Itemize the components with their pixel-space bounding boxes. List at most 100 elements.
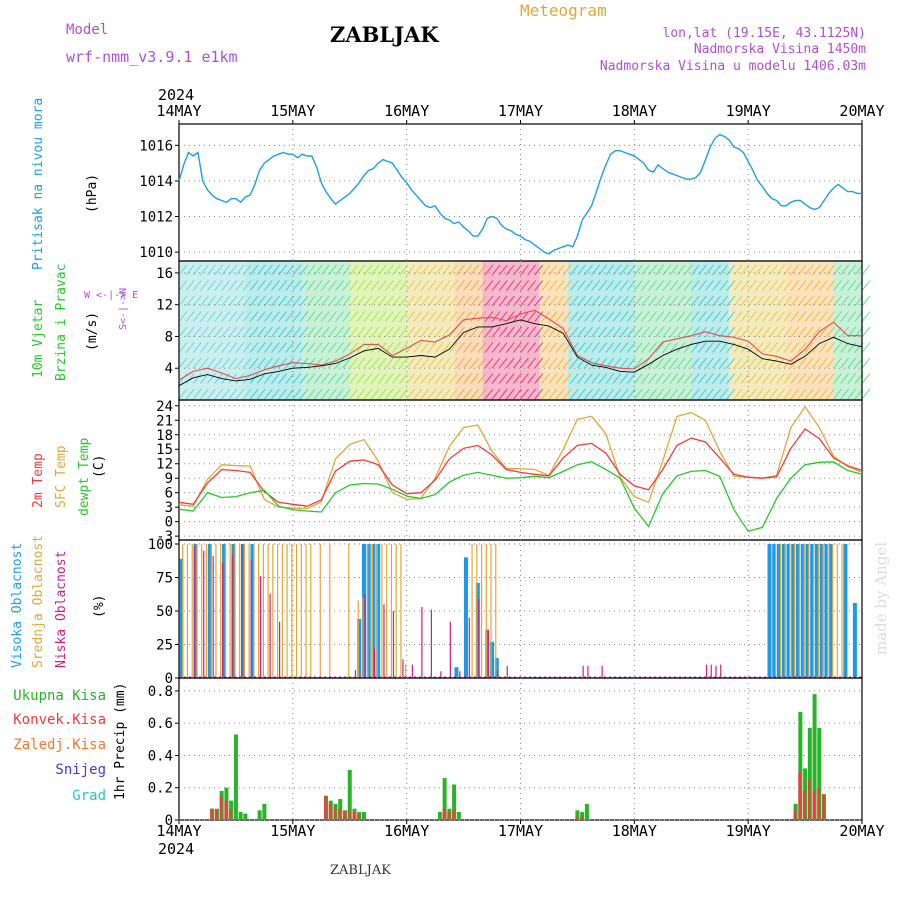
wind-barb xyxy=(719,373,729,384)
conv-precip-bar xyxy=(357,813,360,820)
wind-barb xyxy=(712,373,721,384)
wind-barb xyxy=(349,326,359,338)
wind-barb xyxy=(683,357,693,369)
wind-barb xyxy=(192,311,202,322)
wind-barb xyxy=(192,388,202,400)
wind-barb xyxy=(299,295,309,307)
wind-barb xyxy=(178,342,188,353)
wind-barb xyxy=(413,373,423,384)
wind-barb xyxy=(584,311,593,322)
wind-barb xyxy=(356,357,366,369)
wind-barb xyxy=(861,326,871,338)
wind-barb xyxy=(754,295,764,307)
total-precip-bar xyxy=(817,728,822,820)
wind-barb xyxy=(655,264,665,276)
wind-barb xyxy=(285,280,295,291)
wind-barb xyxy=(242,357,252,369)
wind-barb xyxy=(456,264,465,276)
wind-barb xyxy=(776,357,786,369)
wind-barb xyxy=(214,373,223,384)
wind-barb xyxy=(399,280,408,291)
wind-barb xyxy=(249,295,259,307)
wind-barb xyxy=(271,311,280,322)
wind-barb xyxy=(470,264,480,276)
wind-barb xyxy=(769,373,778,384)
wind-barb xyxy=(776,280,786,291)
wind-barb xyxy=(263,264,273,276)
wind-barb xyxy=(591,311,601,322)
wind-barb xyxy=(790,264,800,276)
wind-barb xyxy=(633,326,643,338)
wind-barb xyxy=(320,326,330,338)
wind-barb xyxy=(740,388,750,400)
wind-barb xyxy=(363,295,373,307)
wind-barb xyxy=(178,357,188,369)
wind-barb xyxy=(733,373,743,384)
wind-barb xyxy=(399,295,408,307)
cloud-panel: 0 25 50 75 100 xyxy=(148,537,863,687)
bottom-axis-ticks: 14MAY 15MAY 16MAY 17MAY 18MAY 19MAY 20MAY xyxy=(156,820,885,840)
wind-barb xyxy=(534,264,544,276)
conv-precip-bar xyxy=(229,808,232,820)
wind-barb xyxy=(811,264,821,276)
wind-barb xyxy=(555,264,565,276)
wind-barb xyxy=(349,388,359,400)
watermark: made by Angel xyxy=(872,542,890,655)
wind-barb xyxy=(584,295,593,307)
wind-barb xyxy=(577,295,586,307)
wind-barb xyxy=(705,373,714,384)
wind-barb xyxy=(199,342,209,353)
wind-barb xyxy=(441,326,451,338)
wind-barb xyxy=(662,311,672,322)
wind-barb xyxy=(335,342,344,353)
wind-barb xyxy=(726,326,736,338)
wind-barb xyxy=(271,373,280,384)
wind-barb xyxy=(769,280,778,291)
wind-barb xyxy=(605,342,615,353)
wind-barb xyxy=(363,311,373,322)
wind-barb xyxy=(769,388,778,400)
wind-barb xyxy=(826,388,835,400)
conv-precip-bar xyxy=(224,800,227,820)
wind-barb xyxy=(349,311,359,322)
wind-barb xyxy=(569,311,579,322)
wind-barb xyxy=(384,280,394,291)
wind-barb xyxy=(783,264,793,276)
wind-barb xyxy=(712,311,721,322)
wind-barb xyxy=(747,326,757,338)
wind-barb xyxy=(569,357,579,369)
wind-barb xyxy=(562,357,572,369)
conv-precip-bar xyxy=(452,810,455,820)
conv-precip-bar xyxy=(447,811,450,820)
wind-barb xyxy=(370,264,380,276)
wind-barb xyxy=(392,388,401,400)
wind-barb xyxy=(797,357,807,369)
wind-barb xyxy=(577,388,586,400)
wind-barb xyxy=(605,264,615,276)
wind-barb xyxy=(811,280,821,291)
bottom-tick-label: 18MAY xyxy=(612,822,657,840)
wind-barb xyxy=(541,388,551,400)
conv-precip-bar xyxy=(807,779,811,820)
wind-barb xyxy=(406,373,416,384)
conv-precip-bar xyxy=(817,787,820,820)
wind-barb xyxy=(342,357,352,369)
wind-barb xyxy=(228,357,238,369)
wind-barb xyxy=(840,280,850,291)
wind-barb xyxy=(726,295,736,307)
wind-barb xyxy=(591,357,601,369)
wind-barb xyxy=(818,388,828,400)
wind-barb xyxy=(676,311,686,322)
conv-precip-bar xyxy=(822,794,825,820)
wind-barb xyxy=(456,357,465,369)
total-precip-bar xyxy=(456,811,461,820)
wind-barb xyxy=(207,373,216,384)
wind-barb xyxy=(633,280,643,291)
wind-barb xyxy=(448,373,458,384)
wind-barb xyxy=(747,373,757,384)
wind-barb xyxy=(633,388,643,400)
wind-barb xyxy=(299,326,309,338)
wind-barb xyxy=(797,342,807,353)
wind-barb xyxy=(505,388,515,400)
wind-barb xyxy=(669,295,679,307)
